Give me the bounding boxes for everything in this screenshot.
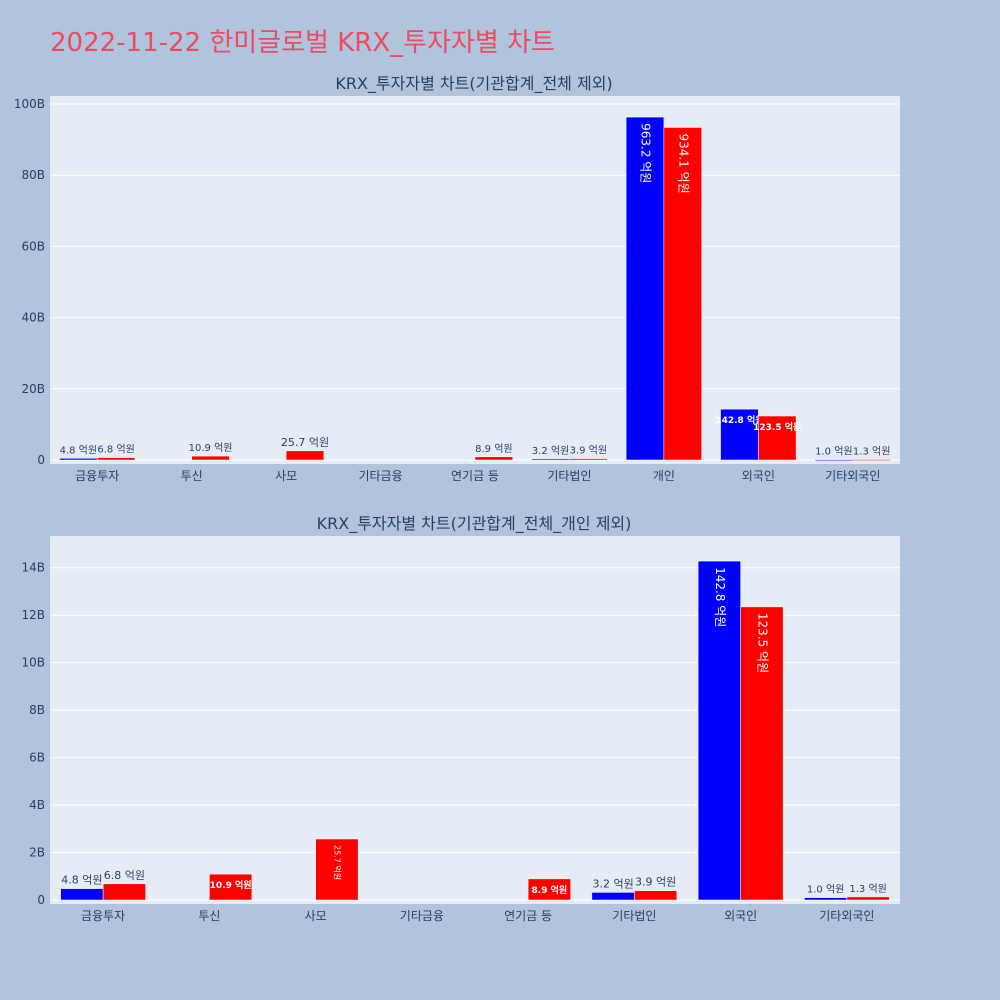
x-tick-label: 투신 — [198, 909, 220, 923]
y-tick-label: 20B — [21, 382, 45, 396]
data-label: 142.8 억원 — [713, 567, 727, 627]
y-tick-label: 10B — [21, 656, 45, 670]
x-tick-label: 연기금 등 — [504, 909, 552, 923]
bar — [527, 878, 571, 901]
y-tick-label: 6B — [29, 751, 45, 765]
bar — [758, 415, 797, 461]
bar — [591, 892, 635, 901]
x-tick-label: 기타법인 — [547, 469, 591, 483]
y-tick-label: 2B — [29, 846, 45, 860]
y-tick-label: 4B — [29, 798, 45, 812]
y-tick-label: 80B — [21, 168, 45, 182]
chart-excluding-individual: 0 2B 4B 6B 8B 10B 12B 14B KRX_투자자별 차트(기관합계_전체_개인… — [21, 515, 900, 923]
data-label: 10.9 억원 — [210, 879, 252, 891]
data-label: 6.8 억원 — [97, 444, 134, 456]
bar — [814, 459, 854, 461]
data-label: 1.3 억원 — [849, 883, 886, 895]
x-tick-label: 기타외국인 — [819, 909, 874, 923]
bar — [191, 455, 230, 461]
data-label: 6.8 억원 — [104, 869, 145, 882]
bar — [634, 890, 678, 901]
bar — [474, 456, 514, 461]
data-label: 8.9 억원 — [475, 443, 512, 455]
x-tick-label: 개인 — [653, 469, 675, 483]
data-label: 25.7 억원 — [281, 436, 329, 449]
bar — [697, 560, 741, 901]
bar — [285, 450, 325, 461]
bar — [102, 883, 146, 901]
x-tick-label: 금융투자 — [81, 909, 125, 923]
data-label: 3.2 억원 — [593, 877, 634, 890]
data-label: 142.8 억원 — [715, 414, 763, 426]
x-tick-label: 사모 — [275, 469, 297, 483]
page-title: 2022-11-22 한미글로벌 KRX_투자자별 차트 — [50, 28, 555, 58]
y-tick-label: 40B — [21, 311, 45, 325]
bar — [852, 459, 891, 461]
data-label: 8.9 억원 — [532, 884, 568, 896]
data-label: 1.0 억원 — [807, 884, 844, 896]
data-label: 10.9 억원 — [189, 442, 233, 454]
data-label: 1.0 억원 — [815, 446, 852, 458]
x-tick-label: 연기금 등 — [451, 469, 499, 483]
data-label: 963.2 억원 — [639, 123, 653, 183]
y-tick-label: 12B — [21, 608, 45, 622]
y-tick-label: 0 — [37, 893, 45, 907]
y-tick-label: 100B — [14, 97, 45, 111]
bar — [740, 606, 784, 901]
y-tick-label: 8B — [29, 703, 45, 717]
data-label: 3.2 억원 — [532, 445, 569, 457]
data-label: 4.8 억원 — [61, 874, 102, 887]
data-label: 123.5 억원 — [755, 613, 769, 673]
bar — [59, 458, 98, 461]
y-tick-label: 60B — [21, 239, 45, 253]
chart-title: KRX_투자자별 차트(기관합계_전체_개인 제외) — [317, 515, 632, 534]
x-tick-label: 기타금융 — [358, 469, 402, 483]
chart-overall: 0 20B 40B 60B 80B 100B KRX_투자자별 차트(기관합계_전체 제외)… — [14, 75, 900, 483]
x-tick-label: 기타외국인 — [825, 469, 880, 483]
bar — [625, 116, 665, 461]
x-tick-label: 사모 — [305, 909, 327, 923]
y-tick-label: 0 — [37, 453, 45, 467]
bar — [569, 458, 608, 461]
bar — [846, 896, 890, 901]
data-label: 123.5 억원 — [753, 421, 801, 433]
data-label: 1.3 억원 — [853, 446, 890, 458]
x-tick-label: 외국인 — [724, 909, 757, 923]
y-tick-label: 14B — [21, 561, 45, 575]
data-label: 934.1 억원 — [676, 133, 690, 193]
data-label: 4.8 억원 — [60, 444, 97, 456]
chart-title: KRX_투자자별 차트(기관합계_전체 제외) — [335, 75, 612, 94]
x-tick-label: 기타법인 — [612, 909, 656, 923]
bar — [315, 838, 359, 901]
x-tick-label: 금융투자 — [75, 469, 119, 483]
bar — [663, 127, 702, 461]
bar — [60, 888, 104, 901]
x-tick-label: 투신 — [181, 469, 203, 483]
plot-area — [50, 96, 900, 464]
bar — [531, 458, 570, 461]
bar — [96, 457, 136, 461]
data-label: 3.9 억원 — [635, 876, 676, 889]
data-label: 3.9 억원 — [570, 445, 607, 457]
bar — [209, 873, 253, 901]
bar — [804, 897, 848, 901]
data-label: 25.7 억원 — [332, 845, 342, 880]
x-tick-label: 기타금융 — [400, 909, 444, 923]
x-tick-label: 외국인 — [742, 469, 775, 483]
